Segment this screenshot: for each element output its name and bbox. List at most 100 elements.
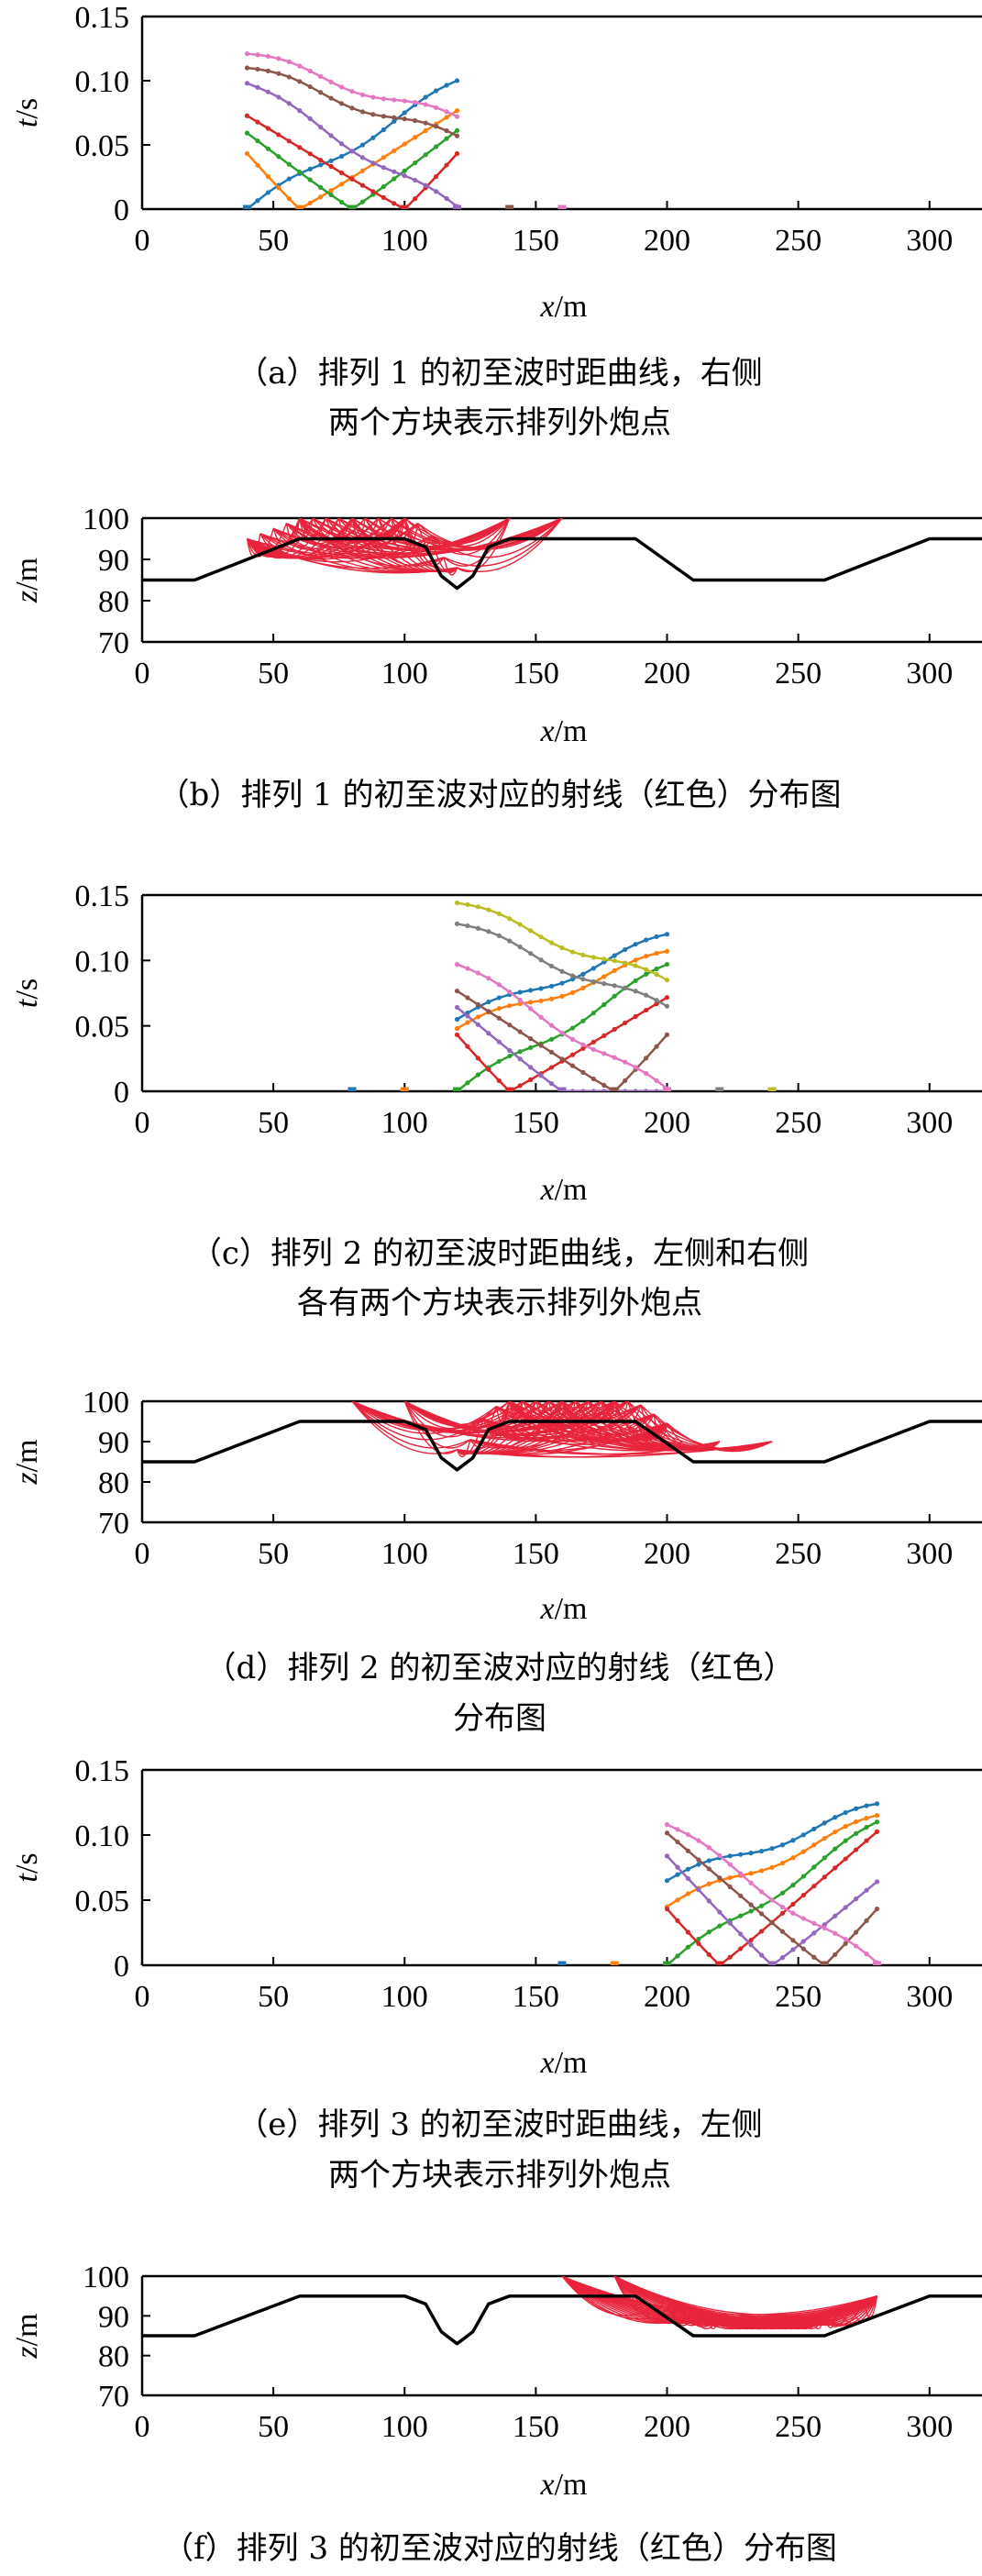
traveltime-point bbox=[623, 946, 628, 953]
plot-area bbox=[557, 1801, 881, 1965]
traveltime-point bbox=[402, 98, 407, 104]
traveltime-point bbox=[434, 124, 439, 129]
panel-b: 0 50 100 150 200 250 300 70 80 90 100 x/m z/m （b）排列 1… bbox=[10, 503, 982, 813]
panel-f: 0 50 100 150 200 250 300 70 80 90 100 x/m z/m （f）排列 3… bbox=[10, 2261, 982, 2567]
traveltime-point bbox=[580, 952, 586, 958]
y-tick-label: 90 bbox=[98, 1426, 129, 1460]
traveltime-point bbox=[538, 1043, 544, 1048]
traveltime-point bbox=[538, 1073, 544, 1078]
traveltime-point bbox=[318, 157, 324, 163]
traveltime-point bbox=[507, 916, 513, 922]
y-axis-label: t/s bbox=[10, 98, 44, 127]
traveltime-point bbox=[265, 146, 270, 151]
traveltime-point bbox=[454, 150, 460, 157]
traveltime-point bbox=[612, 967, 617, 973]
traveltime-curve bbox=[246, 129, 458, 209]
traveltime-point bbox=[854, 1847, 859, 1852]
traveltime-point bbox=[843, 1905, 848, 1910]
traveltime-point bbox=[276, 185, 281, 191]
traveltime-point bbox=[833, 1865, 838, 1871]
traveltime-point bbox=[454, 78, 460, 83]
traveltime-point bbox=[517, 944, 523, 950]
traveltime-point bbox=[623, 1020, 628, 1026]
traveltime-point bbox=[338, 153, 345, 160]
traveltime-point bbox=[790, 1938, 796, 1943]
traveltime-point bbox=[548, 963, 555, 969]
traveltime-point bbox=[548, 1049, 555, 1056]
traveltime-point bbox=[590, 1076, 596, 1082]
outside-shot-square bbox=[557, 1961, 567, 1965]
panel-d: 0 50 100 150 200 250 300 70 80 90 100 x/m z/m （d）排列 2… bbox=[10, 1386, 982, 1737]
traveltime-point bbox=[486, 976, 491, 981]
traveltime-point bbox=[244, 51, 250, 57]
traveltime-point bbox=[454, 1004, 460, 1011]
traveltime-point bbox=[486, 999, 491, 1005]
x-tick-label: 250 bbox=[775, 224, 822, 258]
traveltime-point bbox=[874, 1813, 880, 1819]
traveltime-point bbox=[569, 1052, 576, 1057]
traveltime-point bbox=[475, 1072, 481, 1078]
traveltime-point bbox=[548, 1023, 555, 1028]
x-tick-label: 200 bbox=[644, 224, 690, 258]
y-axis-label: t/s bbox=[10, 1852, 44, 1882]
x-tick-label: 200 bbox=[644, 2410, 690, 2444]
shot-marker bbox=[610, 1087, 619, 1091]
traveltime-point bbox=[276, 71, 281, 76]
traveltime-point bbox=[265, 68, 270, 73]
traveltime-point bbox=[685, 1866, 691, 1872]
x-tick-label: 250 bbox=[775, 1980, 822, 2014]
traveltime-point bbox=[864, 1803, 869, 1808]
plot-area bbox=[142, 1401, 982, 1472]
traveltime-point bbox=[779, 1860, 786, 1866]
traveltime-point bbox=[758, 1889, 765, 1895]
traveltime-point bbox=[854, 1806, 859, 1811]
traveltime-point bbox=[507, 1047, 513, 1054]
traveltime-point bbox=[706, 1881, 712, 1886]
x-axis-label: x/m bbox=[540, 1173, 588, 1207]
traveltime-point bbox=[465, 1020, 470, 1025]
traveltime-point bbox=[475, 904, 481, 910]
traveltime-point bbox=[454, 1025, 460, 1032]
traveltime-point bbox=[507, 1023, 513, 1028]
x-tick-label: 150 bbox=[513, 1980, 559, 2014]
traveltime-point bbox=[507, 938, 513, 944]
traveltime-point bbox=[696, 1838, 701, 1843]
ray-path bbox=[457, 1401, 511, 1454]
traveltime-point bbox=[601, 1082, 607, 1088]
traveltime-point bbox=[444, 109, 449, 115]
traveltime-point bbox=[822, 1835, 827, 1841]
caption-line: （a）排列 1 的初至波时距曲线，右侧 bbox=[237, 355, 763, 392]
traveltime-point bbox=[465, 923, 470, 929]
traveltime-point bbox=[580, 1089, 586, 1091]
traveltime-point bbox=[633, 963, 638, 968]
ray-path bbox=[430, 518, 511, 556]
traveltime-point bbox=[265, 53, 270, 59]
traveltime-point bbox=[413, 117, 418, 124]
ray-path bbox=[457, 518, 563, 573]
traveltime-curve bbox=[666, 1855, 878, 1965]
traveltime-point bbox=[590, 1046, 596, 1052]
traveltime-point bbox=[486, 1009, 491, 1014]
x-tick-label: 250 bbox=[775, 1537, 822, 1571]
traveltime-point bbox=[590, 978, 596, 985]
traveltime-point bbox=[307, 200, 313, 206]
traveltime-point bbox=[612, 953, 617, 958]
traveltime-point bbox=[307, 177, 313, 182]
ray-path bbox=[613, 2276, 877, 2316]
traveltime-point bbox=[706, 1929, 712, 1935]
traveltime-point bbox=[644, 971, 649, 977]
traveltime-point bbox=[664, 978, 670, 983]
x-axis-label: x/m bbox=[540, 714, 588, 748]
traveltime-point bbox=[654, 971, 659, 978]
traveltime-point bbox=[349, 176, 355, 182]
traveltime-point bbox=[580, 985, 586, 990]
x-tick-label: 200 bbox=[644, 1537, 690, 1571]
traveltime-point bbox=[244, 65, 250, 71]
traveltime-point bbox=[465, 1044, 470, 1049]
traveltime-point bbox=[706, 1858, 712, 1863]
traveltime-point bbox=[318, 184, 324, 190]
ray-path bbox=[403, 1401, 458, 1454]
caption-line: （f）排列 3 的初至波对应的射线（红色）分布图 bbox=[162, 2530, 837, 2567]
traveltime-point bbox=[381, 155, 386, 160]
traveltime-point bbox=[601, 1001, 607, 1008]
